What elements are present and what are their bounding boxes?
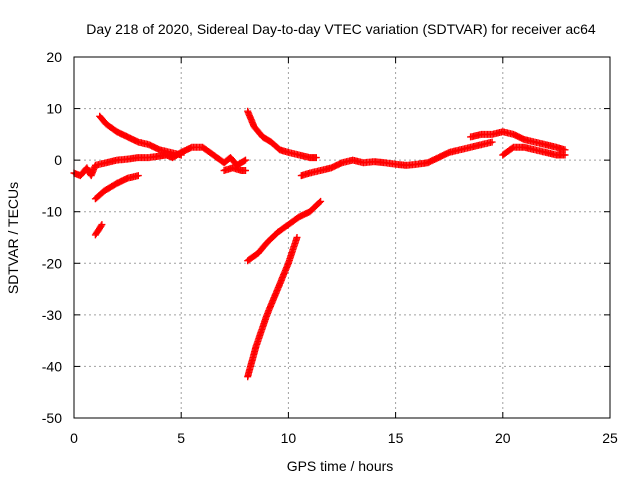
plot-frame bbox=[73, 56, 611, 419]
data-point bbox=[312, 154, 320, 162]
data-point bbox=[317, 197, 325, 205]
x-tick-labels: 0 5 10 15 20 25 bbox=[70, 430, 618, 446]
y-tick-label: 10 bbox=[46, 101, 62, 117]
data-point bbox=[242, 167, 249, 174]
grid-lines bbox=[74, 57, 610, 418]
data-series-arc-10 bbox=[467, 128, 569, 154]
data-series-arc-9 bbox=[297, 138, 496, 180]
data-point bbox=[134, 172, 142, 180]
y-tick-label: 0 bbox=[54, 152, 62, 168]
x-tick-label: 15 bbox=[388, 430, 404, 446]
x-axis-label: GPS time / hours bbox=[287, 458, 394, 474]
x-tick-label: 0 bbox=[70, 430, 78, 446]
data-series-arc-4 bbox=[91, 221, 106, 239]
data-point bbox=[240, 157, 248, 165]
y-tick-label: 20 bbox=[46, 49, 62, 65]
y-tick-label: -50 bbox=[42, 410, 62, 426]
data-point bbox=[242, 156, 249, 164]
data-series-arc-3 bbox=[91, 172, 142, 203]
data-series-arc-5 bbox=[220, 164, 249, 174]
x-tick-label: 25 bbox=[602, 430, 618, 446]
y-tick-label: -10 bbox=[42, 204, 62, 220]
data-point bbox=[97, 222, 105, 230]
chart-title: Day 218 of 2020, Sidereal Day-to-day VTE… bbox=[86, 21, 596, 37]
x-tick-label: 5 bbox=[177, 430, 185, 446]
plot-area bbox=[70, 107, 569, 381]
y-tick-labels: -50 -40 -30 -20 -10 0 10 20 bbox=[42, 49, 62, 426]
data-point bbox=[98, 221, 106, 229]
data-point bbox=[293, 234, 301, 241]
data-point bbox=[561, 151, 569, 159]
data-series-arc-8 bbox=[244, 234, 301, 381]
y-tick-label: -40 bbox=[42, 358, 62, 374]
data-series-arc-7 bbox=[244, 197, 325, 265]
data-series-arc-2 bbox=[96, 112, 185, 159]
data-series-arc-11 bbox=[499, 143, 569, 159]
axis-ticks bbox=[73, 56, 611, 419]
data-point bbox=[488, 138, 496, 146]
y-tick-label: -30 bbox=[42, 307, 62, 323]
y-tick-label: -20 bbox=[42, 255, 62, 271]
y-axis-label: SDTVAR / TECUs bbox=[5, 182, 21, 294]
data-point bbox=[316, 198, 323, 206]
x-tick-label: 10 bbox=[281, 430, 297, 446]
x-tick-label: 20 bbox=[495, 430, 511, 446]
data-series-arc-6 bbox=[244, 107, 320, 162]
data-point bbox=[177, 151, 185, 159]
